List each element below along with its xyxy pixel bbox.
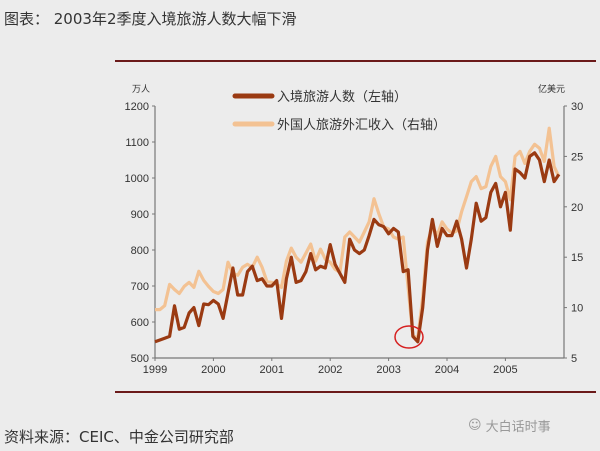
left-tick-label: 800 xyxy=(131,245,149,257)
right-tick-label: 30 xyxy=(571,101,583,113)
right-tick-label: 20 xyxy=(571,202,583,214)
x-tick-label: 1999 xyxy=(143,364,167,376)
left-tick-label: 600 xyxy=(131,317,149,329)
legend-label-arrivals: 入境旅游人数（左轴） xyxy=(277,89,407,104)
x-tick-label: 2005 xyxy=(493,364,517,376)
figure-title: 图表： 2003年2季度入境旅游人数大幅下滑 xyxy=(4,10,297,28)
legend-label-receipts: 外国人旅游外汇收入（右轴） xyxy=(277,117,446,132)
right-tick-label: 15 xyxy=(571,252,583,264)
x-tick-label: 2001 xyxy=(260,364,284,376)
left-tick-label: 700 xyxy=(131,281,149,293)
right-tick-label: 25 xyxy=(571,151,583,163)
watermark-text: 大白话时事 xyxy=(485,420,551,435)
right-tick-label: 5 xyxy=(571,353,577,365)
left-tick-label: 500 xyxy=(131,353,149,365)
x-tick-label: 2004 xyxy=(435,364,459,376)
left-tick-label: 1100 xyxy=(125,137,149,149)
legend: 入境旅游人数（左轴） 外国人旅游外汇收入（右轴） xyxy=(232,89,446,132)
source-note: 资料来源：CEIC、中金公司研究部 xyxy=(4,428,234,446)
wechat-icon: ☺ xyxy=(468,418,482,433)
left-tick-label: 1200 xyxy=(125,101,149,113)
right-unit-label: 亿美元 xyxy=(538,83,565,94)
left-tick-label: 1000 xyxy=(125,173,149,185)
x-tick-label: 2000 xyxy=(201,364,225,376)
x-tick-label: 2002 xyxy=(318,364,342,376)
left-unit-label: 万人 xyxy=(132,84,150,94)
receipts-line xyxy=(155,126,561,340)
right-tick-label: 10 xyxy=(571,303,583,315)
watermark: ☺ 大白话时事 xyxy=(468,416,551,435)
trough-highlight-circle xyxy=(394,325,424,349)
arrivals-line xyxy=(154,151,561,344)
x-tick-label: 2003 xyxy=(376,364,400,376)
left-tick-label: 900 xyxy=(131,209,149,221)
